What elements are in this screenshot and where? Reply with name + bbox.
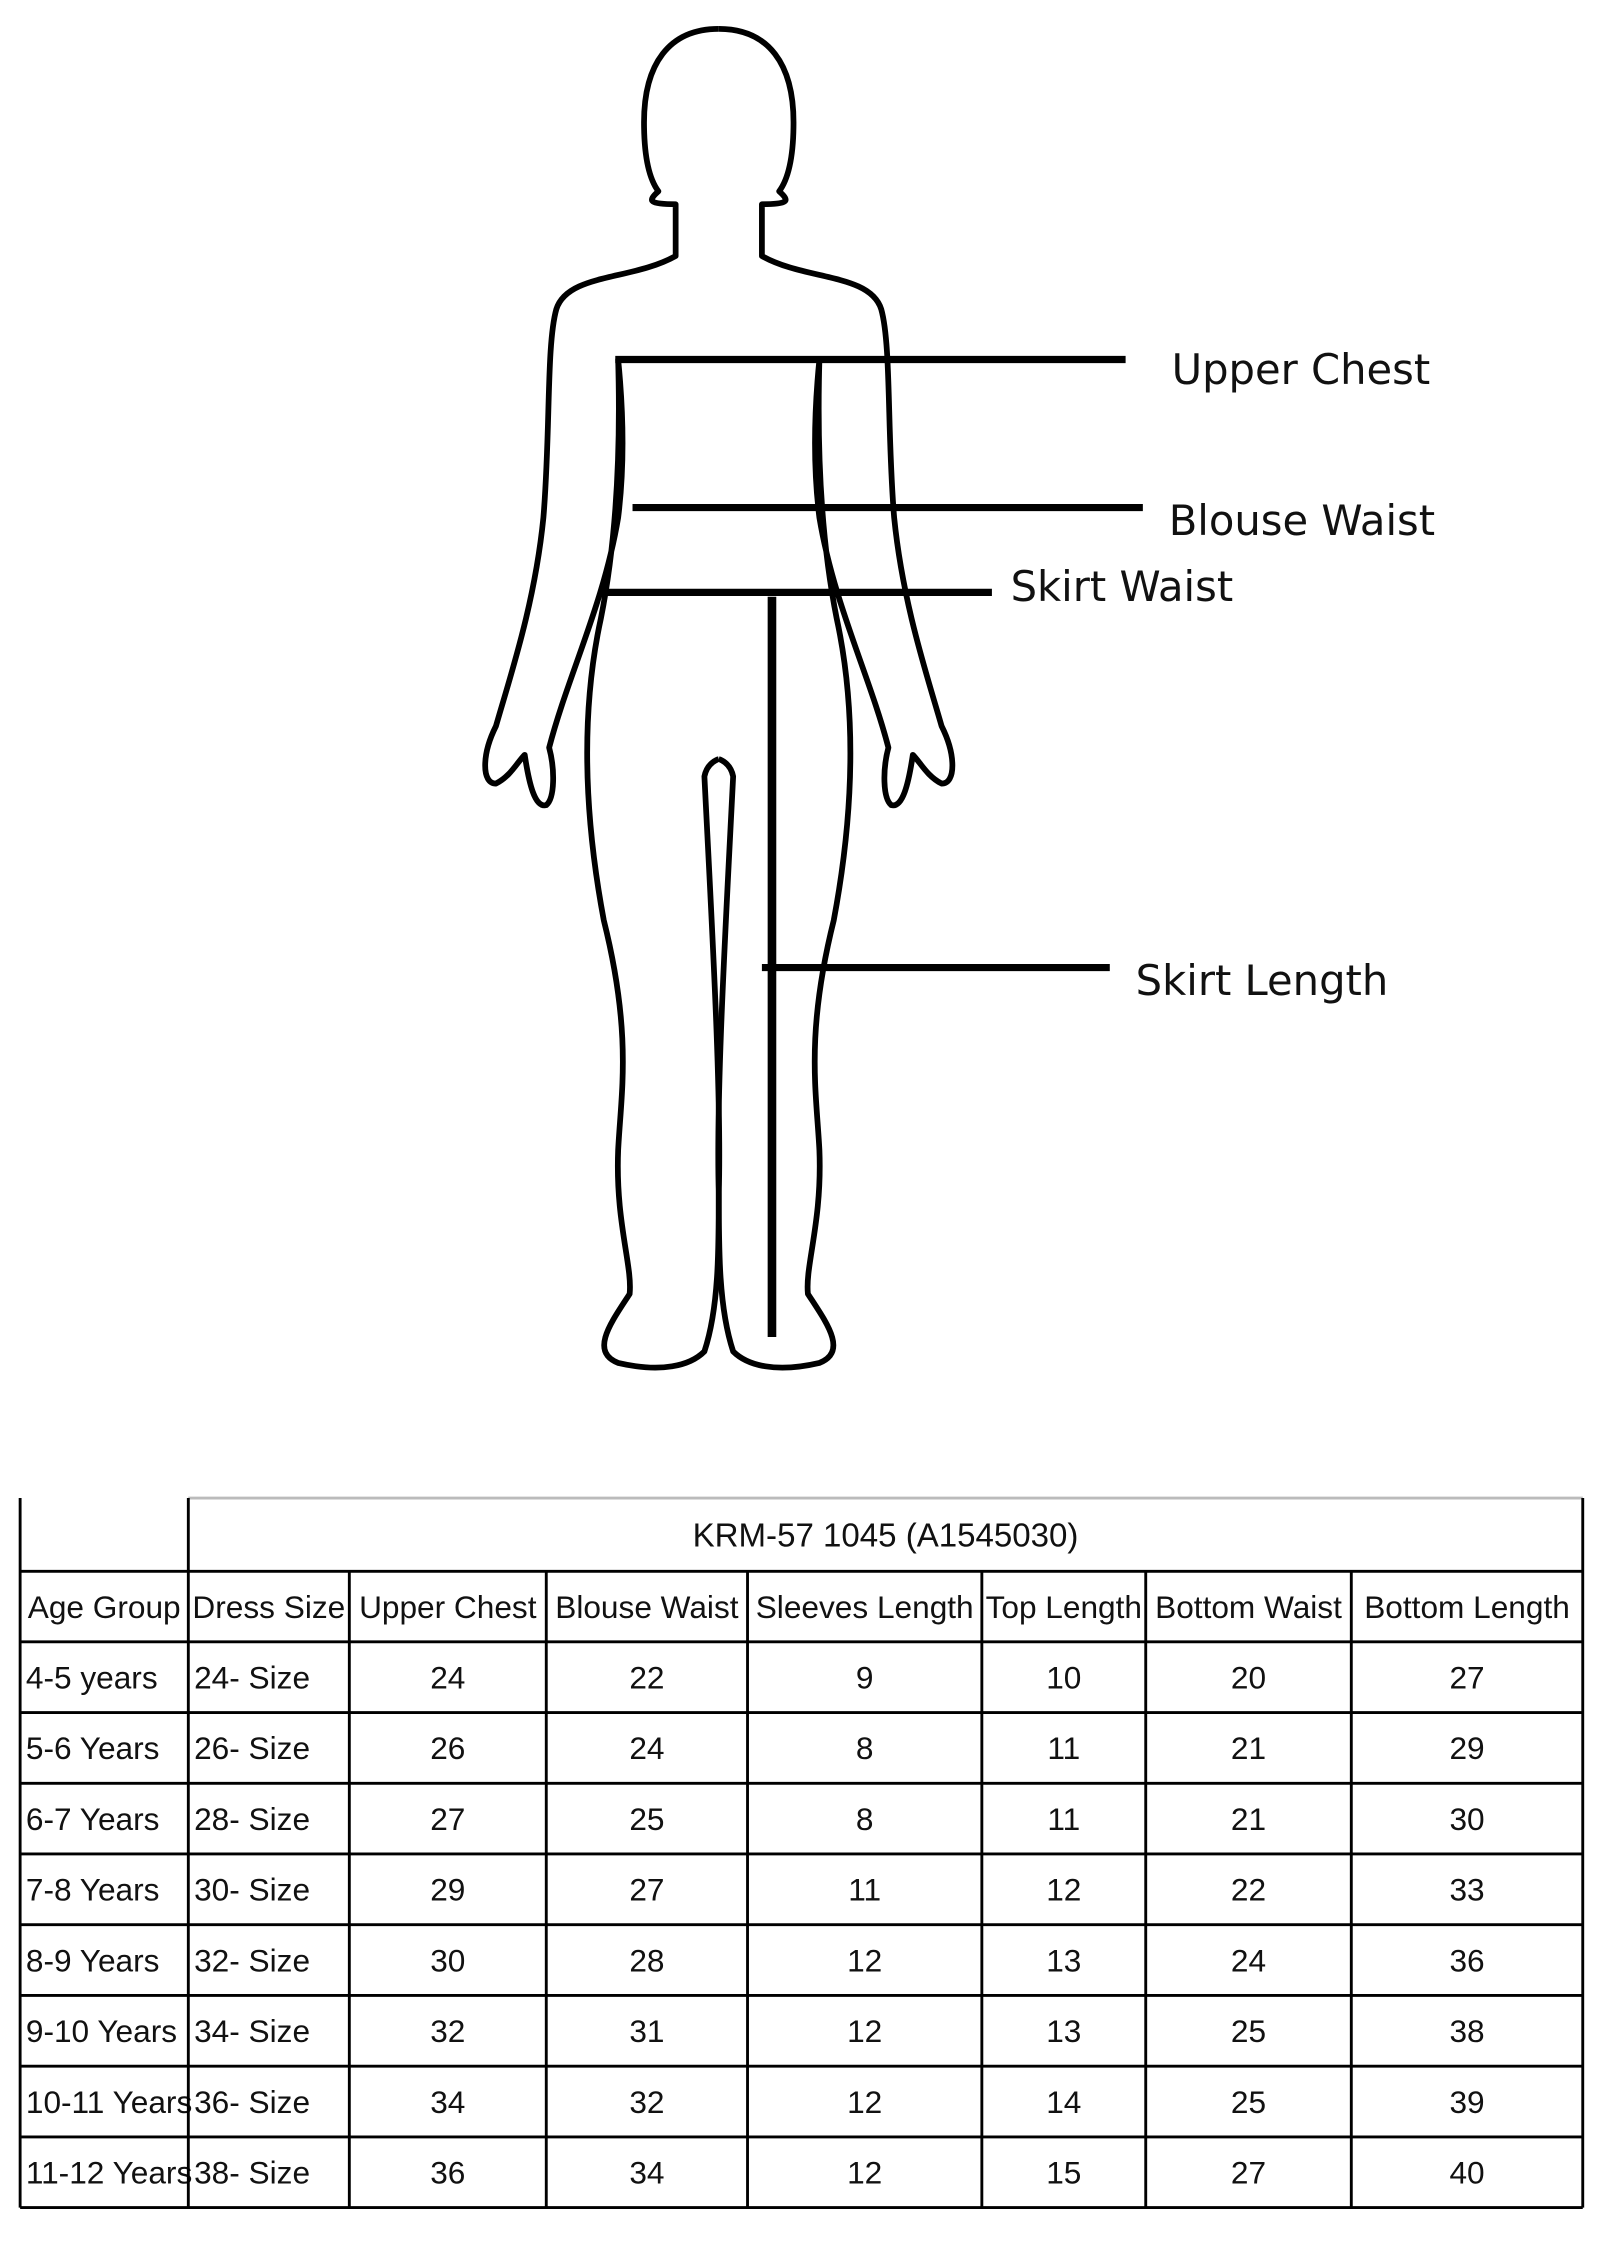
table-cell: 28- Size [194, 1801, 310, 1837]
table-cell: 20 [1231, 1659, 1266, 1695]
table-cell: 8 [856, 1801, 874, 1837]
table-cell: 7-8 Years [26, 1872, 160, 1908]
table-cell: 27 [629, 1872, 664, 1908]
table-title: KRM-57 1045 (A1545030) [693, 1517, 1079, 1554]
table-cell: 34 [430, 2084, 465, 2120]
table-cell: 36 [430, 2154, 465, 2190]
table-cell: 11 [1047, 1801, 1080, 1837]
label: Skirt Length [1136, 956, 1389, 1005]
table-cell: 15 [1046, 2154, 1081, 2190]
table-cell: 9 [856, 1659, 874, 1695]
table-cell: 5-6 Years [26, 1730, 160, 1766]
table-cell: 22 [629, 1659, 664, 1695]
table-cell: 36- Size [194, 2084, 310, 2120]
table-cell: 24 [1231, 1942, 1266, 1978]
table-cell: 14 [1046, 2084, 1081, 2120]
column-header: Age Group [28, 1589, 181, 1625]
table-cell: 21 [1231, 1801, 1266, 1837]
table-cell: 25 [1231, 2013, 1266, 2049]
table-cell: 11-12 Years [26, 2154, 192, 2190]
table-cell: 9-10 Years [26, 2013, 177, 2049]
table-cell: 13 [1046, 2013, 1081, 2049]
table-cell: 38- Size [194, 2154, 310, 2190]
table-cell: 24 [430, 1659, 465, 1695]
size-table: KRM-57 1045 (A1545030) Age Group Dress Siz… [18, 1496, 1585, 2210]
table-cell: 12 [847, 1942, 882, 1978]
body-outline [482, 25, 956, 1371]
table-cell: 13 [1046, 1942, 1081, 1978]
table-cell: 36 [1449, 1942, 1484, 1978]
table-cell: 12 [847, 2084, 882, 2120]
table-cell: 12 [1046, 1872, 1081, 1908]
table-cell: 26- Size [194, 1730, 310, 1766]
table-cell: 32- Size [194, 1942, 310, 1978]
table-cell: 28 [629, 1942, 664, 1978]
table-cell: 6-7 Years [26, 1801, 160, 1837]
label: Skirt Waist [1011, 562, 1234, 611]
table-cell: 38 [1449, 2013, 1484, 2049]
table-cell: 4-5 years [26, 1659, 158, 1695]
table-cell: 27 [1449, 1659, 1484, 1695]
body-right [715, 25, 956, 1371]
table-cell: 24- Size [194, 1659, 310, 1695]
measure-lines [603, 355, 1143, 1338]
table-cell: 34 [629, 2154, 664, 2190]
table-cell: 29 [1449, 1730, 1484, 1766]
table-cell: 33 [1449, 1872, 1484, 1908]
table-cell: 30 [430, 1942, 465, 1978]
table-cell: 10-11 Years [26, 2084, 192, 2120]
table-cell: 11 [848, 1872, 881, 1908]
table-cell: 30 [1449, 1801, 1484, 1837]
table-cell: 34- Size [194, 2013, 310, 2049]
table-cell: 24 [629, 1730, 664, 1766]
column-header: Dress Size [192, 1589, 345, 1625]
body-left [482, 25, 723, 1371]
column-header: Blouse Waist [555, 1589, 738, 1625]
table-cell: 39 [1449, 2084, 1484, 2120]
column-header: Upper Chest [359, 1589, 537, 1625]
table-cell: 22 [1231, 1872, 1266, 1908]
column-header: Bottom Waist [1155, 1589, 1342, 1625]
table-cell: 29 [430, 1872, 465, 1908]
label: Blouse Waist [1169, 496, 1435, 545]
table-cell: 27 [430, 1801, 465, 1837]
table-cell: 32 [430, 2013, 465, 2049]
table-cell: 21 [1231, 1730, 1266, 1766]
table-cell: 8 [856, 1730, 874, 1766]
table-cell: 25 [1231, 2084, 1266, 2120]
table-cell: 11 [1047, 1730, 1080, 1766]
column-header: Bottom Length [1364, 1589, 1570, 1625]
table-cell: 10 [1046, 1659, 1081, 1695]
table-cell: 25 [629, 1801, 664, 1837]
table-cell: 12 [847, 2013, 882, 2049]
table-cell: 31 [629, 2013, 664, 2049]
table-cell: 30- Size [194, 1872, 310, 1908]
label: Upper Chest [1172, 345, 1431, 394]
table-cell: 8-9 Years [26, 1942, 160, 1978]
column-header: Sleeves Length [756, 1589, 974, 1625]
table-cell: 26 [430, 1730, 465, 1766]
table-cell: 12 [847, 2154, 882, 2190]
table-cell: 40 [1449, 2154, 1484, 2190]
table-cell: 32 [629, 2084, 664, 2120]
column-header: Top Length [986, 1589, 1142, 1625]
table-cell: 27 [1231, 2154, 1266, 2190]
